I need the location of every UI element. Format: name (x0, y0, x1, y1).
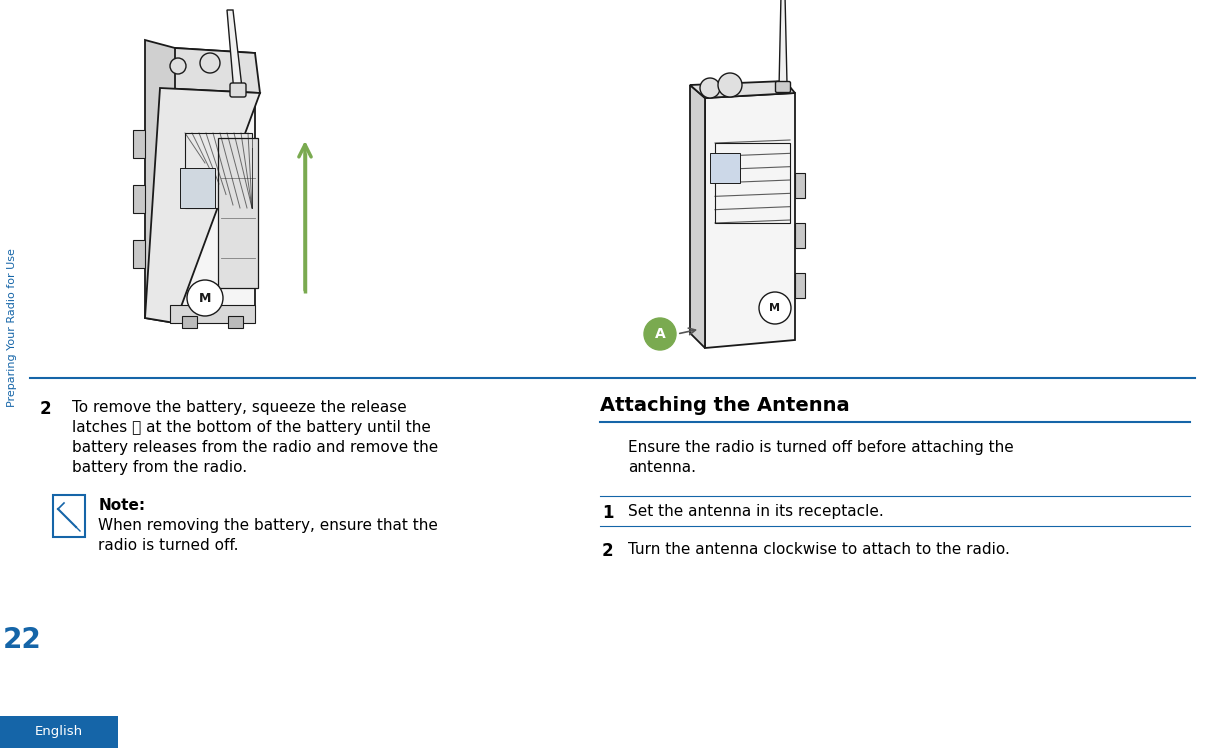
Polygon shape (706, 93, 795, 348)
Polygon shape (690, 81, 795, 98)
Polygon shape (690, 85, 706, 348)
Text: radio is turned off.: radio is turned off. (99, 538, 239, 553)
Polygon shape (160, 48, 260, 93)
Bar (53, 495, 84, 537)
Bar (0, 716, 118, 748)
Bar (228, 316, 242, 328)
Bar (218, 138, 258, 288)
Polygon shape (145, 88, 260, 323)
Circle shape (699, 78, 720, 98)
Polygon shape (779, 0, 788, 88)
Bar (185, 133, 252, 208)
Bar (180, 168, 215, 208)
Circle shape (718, 73, 742, 97)
Text: Attaching the Antenna: Attaching the Antenna (601, 396, 849, 415)
Text: 1: 1 (602, 504, 614, 522)
Text: Note:: Note: (99, 498, 146, 513)
Text: Preparing Your Radio for Use: Preparing Your Radio for Use (7, 248, 17, 408)
Text: Ensure the radio is turned off before attaching the: Ensure the radio is turned off before at… (628, 440, 1014, 455)
Text: battery releases from the radio and remove the: battery releases from the radio and remo… (72, 440, 438, 455)
Bar (710, 153, 740, 183)
Bar (715, 143, 790, 223)
FancyBboxPatch shape (775, 82, 790, 93)
Bar (795, 173, 804, 198)
Text: M: M (769, 303, 780, 313)
Circle shape (644, 318, 677, 350)
Text: latches Ⓐ at the bottom of the battery until the: latches Ⓐ at the bottom of the battery u… (72, 420, 431, 435)
Circle shape (759, 292, 791, 324)
Text: Set the antenna in its receptacle.: Set the antenna in its receptacle. (628, 504, 884, 519)
Polygon shape (175, 48, 254, 323)
Text: antenna.: antenna. (628, 460, 696, 475)
Circle shape (200, 53, 219, 73)
Circle shape (170, 58, 186, 74)
Text: M: M (199, 292, 211, 304)
Circle shape (187, 280, 223, 316)
Bar (133, 240, 145, 268)
Bar (795, 223, 804, 248)
Polygon shape (145, 40, 175, 323)
Text: 22: 22 (2, 626, 41, 654)
Bar (182, 316, 197, 328)
FancyBboxPatch shape (230, 83, 246, 97)
Bar (133, 130, 145, 158)
Text: To remove the battery, squeeze the release: To remove the battery, squeeze the relea… (72, 400, 406, 415)
Text: When removing the battery, ensure that the: When removing the battery, ensure that t… (99, 518, 438, 533)
Bar (795, 273, 804, 298)
Polygon shape (227, 10, 242, 93)
Text: English: English (35, 726, 83, 738)
Text: 2: 2 (40, 400, 52, 418)
Text: battery from the radio.: battery from the radio. (72, 460, 247, 475)
Text: Turn the antenna clockwise to attach to the radio.: Turn the antenna clockwise to attach to … (628, 542, 1009, 557)
Bar (133, 185, 145, 213)
Bar (170, 305, 254, 323)
Text: A: A (655, 327, 666, 341)
Text: 2: 2 (602, 542, 614, 560)
